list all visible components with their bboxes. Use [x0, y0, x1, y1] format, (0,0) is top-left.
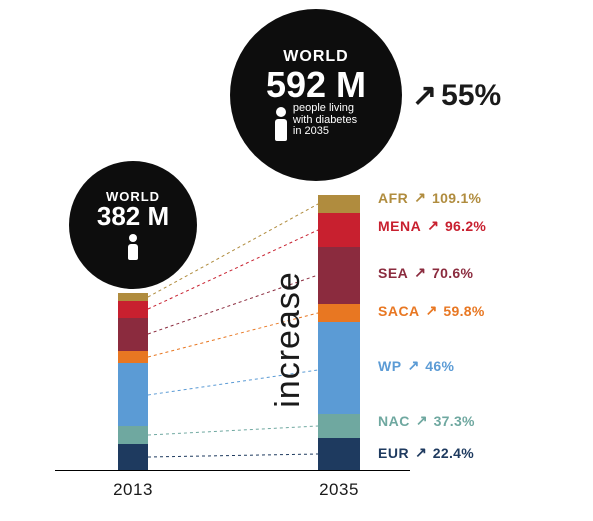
arrow-up-icon: ↗: [414, 264, 426, 281]
region-afr: AFR ↗ 109.1%: [378, 189, 481, 206]
region-saca: SACA ↗ 59.8%: [378, 302, 485, 319]
year-2035: 2035: [304, 480, 374, 500]
arrow-up-icon: ↗: [412, 78, 437, 113]
segment-eur: [318, 438, 360, 470]
segment-afr: [318, 195, 360, 213]
region-pct: 59.8%: [443, 303, 484, 319]
x-axis: [55, 470, 410, 471]
region-pct: 22.4%: [433, 445, 474, 461]
region-wp: WP ↗ 46%: [378, 357, 454, 374]
arrow-up-icon: ↗: [408, 357, 420, 374]
segment-sea: [318, 247, 360, 304]
arrow-up-icon: ↗: [427, 217, 439, 234]
arrow-up-icon: ↗: [426, 302, 438, 319]
region-code: SEA: [378, 265, 408, 281]
region-code: WP: [378, 358, 402, 374]
region-sea: SEA ↗ 70.6%: [378, 264, 473, 281]
diabetes-infographic: WORLD 382 M WORLD 592 M people living wi…: [0, 0, 593, 521]
segment-nac: [118, 426, 148, 444]
person-icon: [128, 234, 138, 260]
person-icon: [275, 107, 287, 141]
headline-pct: 55%: [441, 79, 501, 113]
region-eur: EUR ↗ 22.4%: [378, 444, 474, 461]
segment-saca: [318, 304, 360, 322]
bar-2035: [318, 195, 360, 470]
arrow-up-icon: ↗: [415, 444, 427, 461]
segment-eur: [118, 444, 148, 470]
world-value-2013: 382 M: [97, 203, 169, 230]
year-2013: 2013: [98, 480, 168, 500]
world-circle-2035: WORLD 592 M people living with diabetes …: [230, 9, 402, 181]
region-pct: 70.6%: [432, 265, 473, 281]
arrow-up-icon: ↗: [416, 412, 428, 429]
region-code: EUR: [378, 445, 409, 461]
increase-headline: ↗ 55%: [412, 78, 501, 113]
segment-wp: [318, 322, 360, 414]
region-pct: 96.2%: [445, 218, 486, 234]
segment-mena: [318, 213, 360, 247]
arrow-up-icon: ↗: [414, 189, 426, 206]
world-circle-2013: WORLD 382 M: [69, 161, 197, 289]
segment-saca: [118, 351, 148, 363]
region-code: NAC: [378, 413, 410, 429]
segment-afr: [118, 293, 148, 301]
region-pct: 109.1%: [432, 190, 481, 206]
segment-mena: [118, 301, 148, 318]
segment-nac: [318, 414, 360, 438]
bar-2013: [118, 293, 148, 470]
region-pct: 46%: [425, 358, 454, 374]
region-mena: MENA ↗ 96.2%: [378, 217, 486, 234]
region-code: AFR: [378, 190, 408, 206]
region-code: MENA: [378, 218, 421, 234]
region-pct: 37.3%: [434, 413, 475, 429]
region-code: SACA: [378, 303, 420, 319]
region-nac: NAC ↗ 37.3%: [378, 412, 475, 429]
segment-wp: [118, 363, 148, 426]
increase-label: increase: [269, 271, 308, 408]
world-label-2035: WORLD: [283, 49, 348, 66]
segment-sea: [118, 318, 148, 351]
world-value-2035: 592 M: [266, 66, 366, 104]
sub-line-3: in 2035: [293, 126, 357, 138]
